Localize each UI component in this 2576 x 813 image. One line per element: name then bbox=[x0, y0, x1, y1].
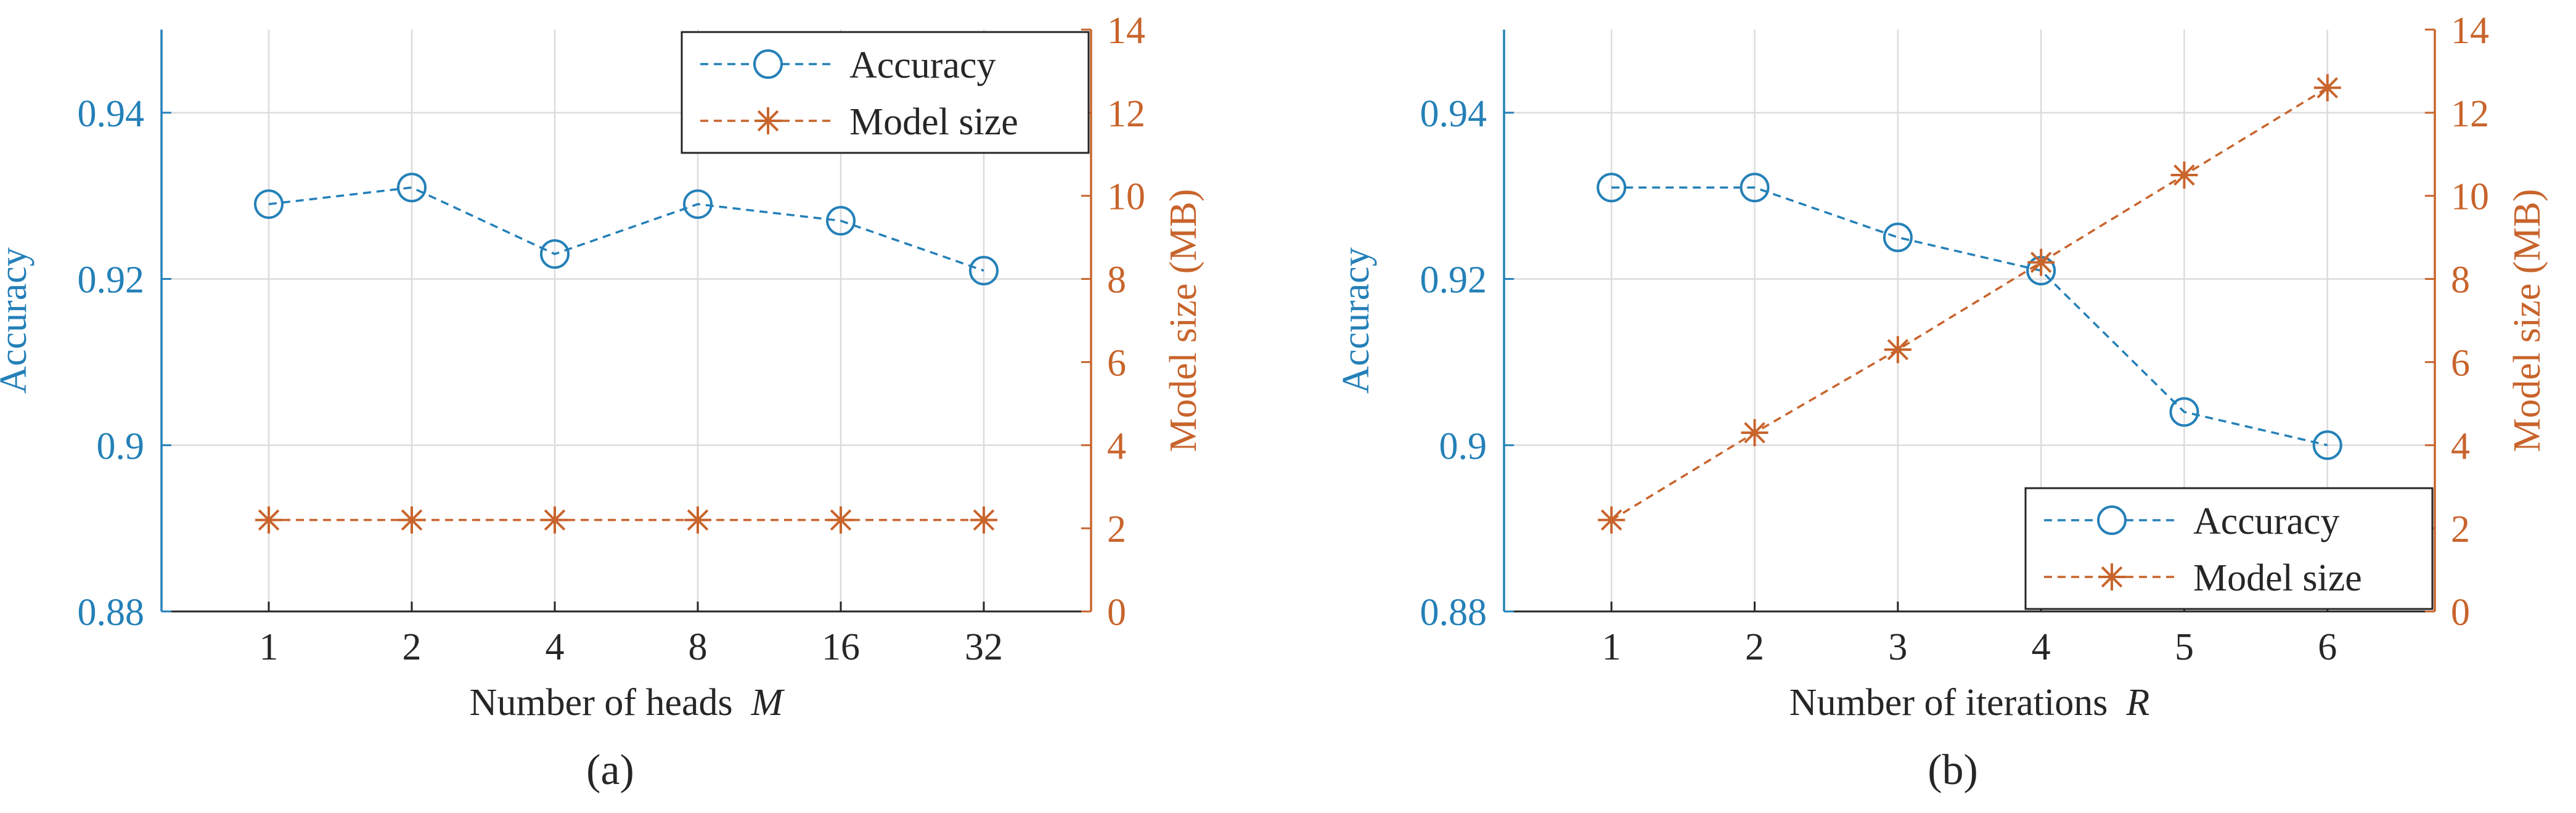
y-tick-label-right: 6 bbox=[2451, 342, 2470, 384]
data-point-circle bbox=[2169, 397, 2199, 427]
series-model-size bbox=[255, 506, 997, 534]
x-tick-label: 2 bbox=[1745, 626, 1764, 668]
chart-panel-b: 1 2 3 4 5 60.880.90.920.9402468101214Accuracy… bbox=[1335, 10, 2548, 794]
legend-marker-asterisk bbox=[754, 107, 782, 134]
y-axis-title-right: Model size (MB) bbox=[2506, 189, 2548, 452]
y-axis-title-right: Model size (MB) bbox=[1163, 189, 1204, 452]
panel-label: (a) bbox=[586, 746, 634, 794]
y-tick-label-right: 10 bbox=[1107, 176, 1145, 218]
x-tick-label: 1 bbox=[1602, 626, 1621, 668]
legend-box bbox=[681, 31, 1090, 154]
x-tick-label: 3 bbox=[1888, 626, 1907, 668]
x-tick-label: 1 bbox=[260, 626, 279, 668]
data-point-asterisk bbox=[2027, 248, 2055, 276]
y-tick-label-right: 12 bbox=[1107, 93, 1145, 135]
y-tick-label-right: 14 bbox=[2451, 10, 2489, 52]
y-tick-label-left: 0.88 bbox=[78, 592, 145, 634]
y-tick-label-right: 0 bbox=[2451, 592, 2470, 634]
y-tick-label-left: 0.92 bbox=[78, 259, 145, 301]
legend-label: Accuracy bbox=[849, 44, 996, 86]
legend: Accuracy Model size bbox=[2024, 487, 2434, 610]
x-axis-title: Number of heads M bbox=[470, 682, 785, 724]
y-tick-label-right: 10 bbox=[2451, 176, 2489, 218]
data-point-circle bbox=[1740, 173, 1770, 203]
y-tick-label-right: 6 bbox=[1107, 342, 1126, 384]
y-tick-label-right: 8 bbox=[2451, 259, 2470, 301]
x-tick-label: 2 bbox=[403, 626, 422, 668]
x-tick-label: 8 bbox=[689, 626, 708, 668]
y-tick-label-left: 0.94 bbox=[78, 93, 145, 135]
data-point-asterisk bbox=[1598, 506, 1625, 534]
y-axis-title-left: Accuracy bbox=[1335, 247, 1377, 394]
y-tick-label-left: 0.88 bbox=[1420, 592, 1487, 634]
x-axis-title-variable: M bbox=[751, 682, 785, 724]
series-accuracy bbox=[254, 173, 999, 286]
x-tick-label: 32 bbox=[965, 626, 1003, 668]
data-point-circle bbox=[397, 173, 427, 203]
chart-panel-a: 1 2 4 8 16 320.880.90.920.9402468101214Accura… bbox=[0, 10, 1204, 794]
y-tick-label-right: 12 bbox=[2451, 93, 2489, 135]
data-point-asterisk bbox=[827, 506, 854, 534]
legend-label: Model size bbox=[2193, 557, 2362, 599]
series-line bbox=[1611, 186, 2328, 446]
data-point-asterisk bbox=[1741, 419, 1768, 447]
x-tick-label: 5 bbox=[2175, 626, 2194, 668]
legend-box bbox=[2024, 487, 2434, 610]
data-point-circle bbox=[2312, 430, 2342, 460]
series-line bbox=[1611, 86, 2328, 521]
y-tick-label-right: 4 bbox=[1107, 425, 1126, 467]
data-point-asterisk bbox=[2313, 74, 2341, 102]
y-tick-label-left: 0.92 bbox=[1420, 259, 1487, 301]
data-point-asterisk bbox=[255, 506, 282, 534]
x-axis-title-variable: R bbox=[2125, 682, 2149, 724]
x-tick-label: 4 bbox=[546, 626, 565, 668]
legend-label: Model size bbox=[849, 101, 1018, 143]
series-model-size bbox=[1598, 74, 2341, 534]
data-point-circle bbox=[1883, 223, 1913, 253]
y-tick-label-right: 4 bbox=[2451, 425, 2470, 467]
x-tick-label: 6 bbox=[2318, 626, 2337, 668]
legend-marker-asterisk bbox=[2098, 563, 2125, 590]
x-axis-title: Number of iterations R bbox=[1789, 682, 2149, 724]
x-axis-title-text: Number of heads bbox=[470, 682, 733, 724]
x-tick-label: 16 bbox=[822, 626, 860, 668]
data-point-asterisk bbox=[398, 506, 425, 534]
y-tick-label-right: 14 bbox=[1107, 10, 1145, 52]
x-axis-title-text: Number of iterations bbox=[1789, 682, 2108, 724]
data-point-asterisk bbox=[2170, 161, 2198, 189]
y-tick-label-right: 0 bbox=[1107, 592, 1126, 634]
y-tick-label-right: 2 bbox=[2451, 509, 2470, 550]
panel-label: (b) bbox=[1928, 746, 1978, 794]
data-point-asterisk bbox=[541, 506, 568, 534]
data-point-circle bbox=[540, 239, 570, 269]
data-point-circle bbox=[683, 189, 713, 219]
legend: Accuracy Model size bbox=[681, 31, 1090, 154]
legend-label: Accuracy bbox=[2193, 500, 2340, 542]
data-point-asterisk bbox=[1884, 336, 1912, 364]
data-point-asterisk bbox=[684, 506, 711, 534]
legend-marker-circle bbox=[753, 49, 783, 79]
y-tick-label-left: 0.9 bbox=[1439, 425, 1487, 467]
x-tick-label: 4 bbox=[2032, 626, 2051, 668]
y-tick-label-right: 2 bbox=[1107, 509, 1126, 550]
data-point-circle bbox=[826, 206, 856, 236]
data-point-circle bbox=[969, 256, 999, 286]
y-tick-label-left: 0.94 bbox=[1420, 93, 1487, 135]
data-point-circle bbox=[1597, 173, 1627, 203]
y-tick-label-right: 8 bbox=[1107, 259, 1126, 301]
y-tick-label-left: 0.9 bbox=[97, 425, 145, 467]
data-point-asterisk bbox=[970, 506, 997, 534]
data-point-circle bbox=[254, 189, 284, 219]
legend-marker-circle bbox=[2097, 505, 2127, 535]
y-axis-title-left: Accuracy bbox=[0, 247, 35, 394]
